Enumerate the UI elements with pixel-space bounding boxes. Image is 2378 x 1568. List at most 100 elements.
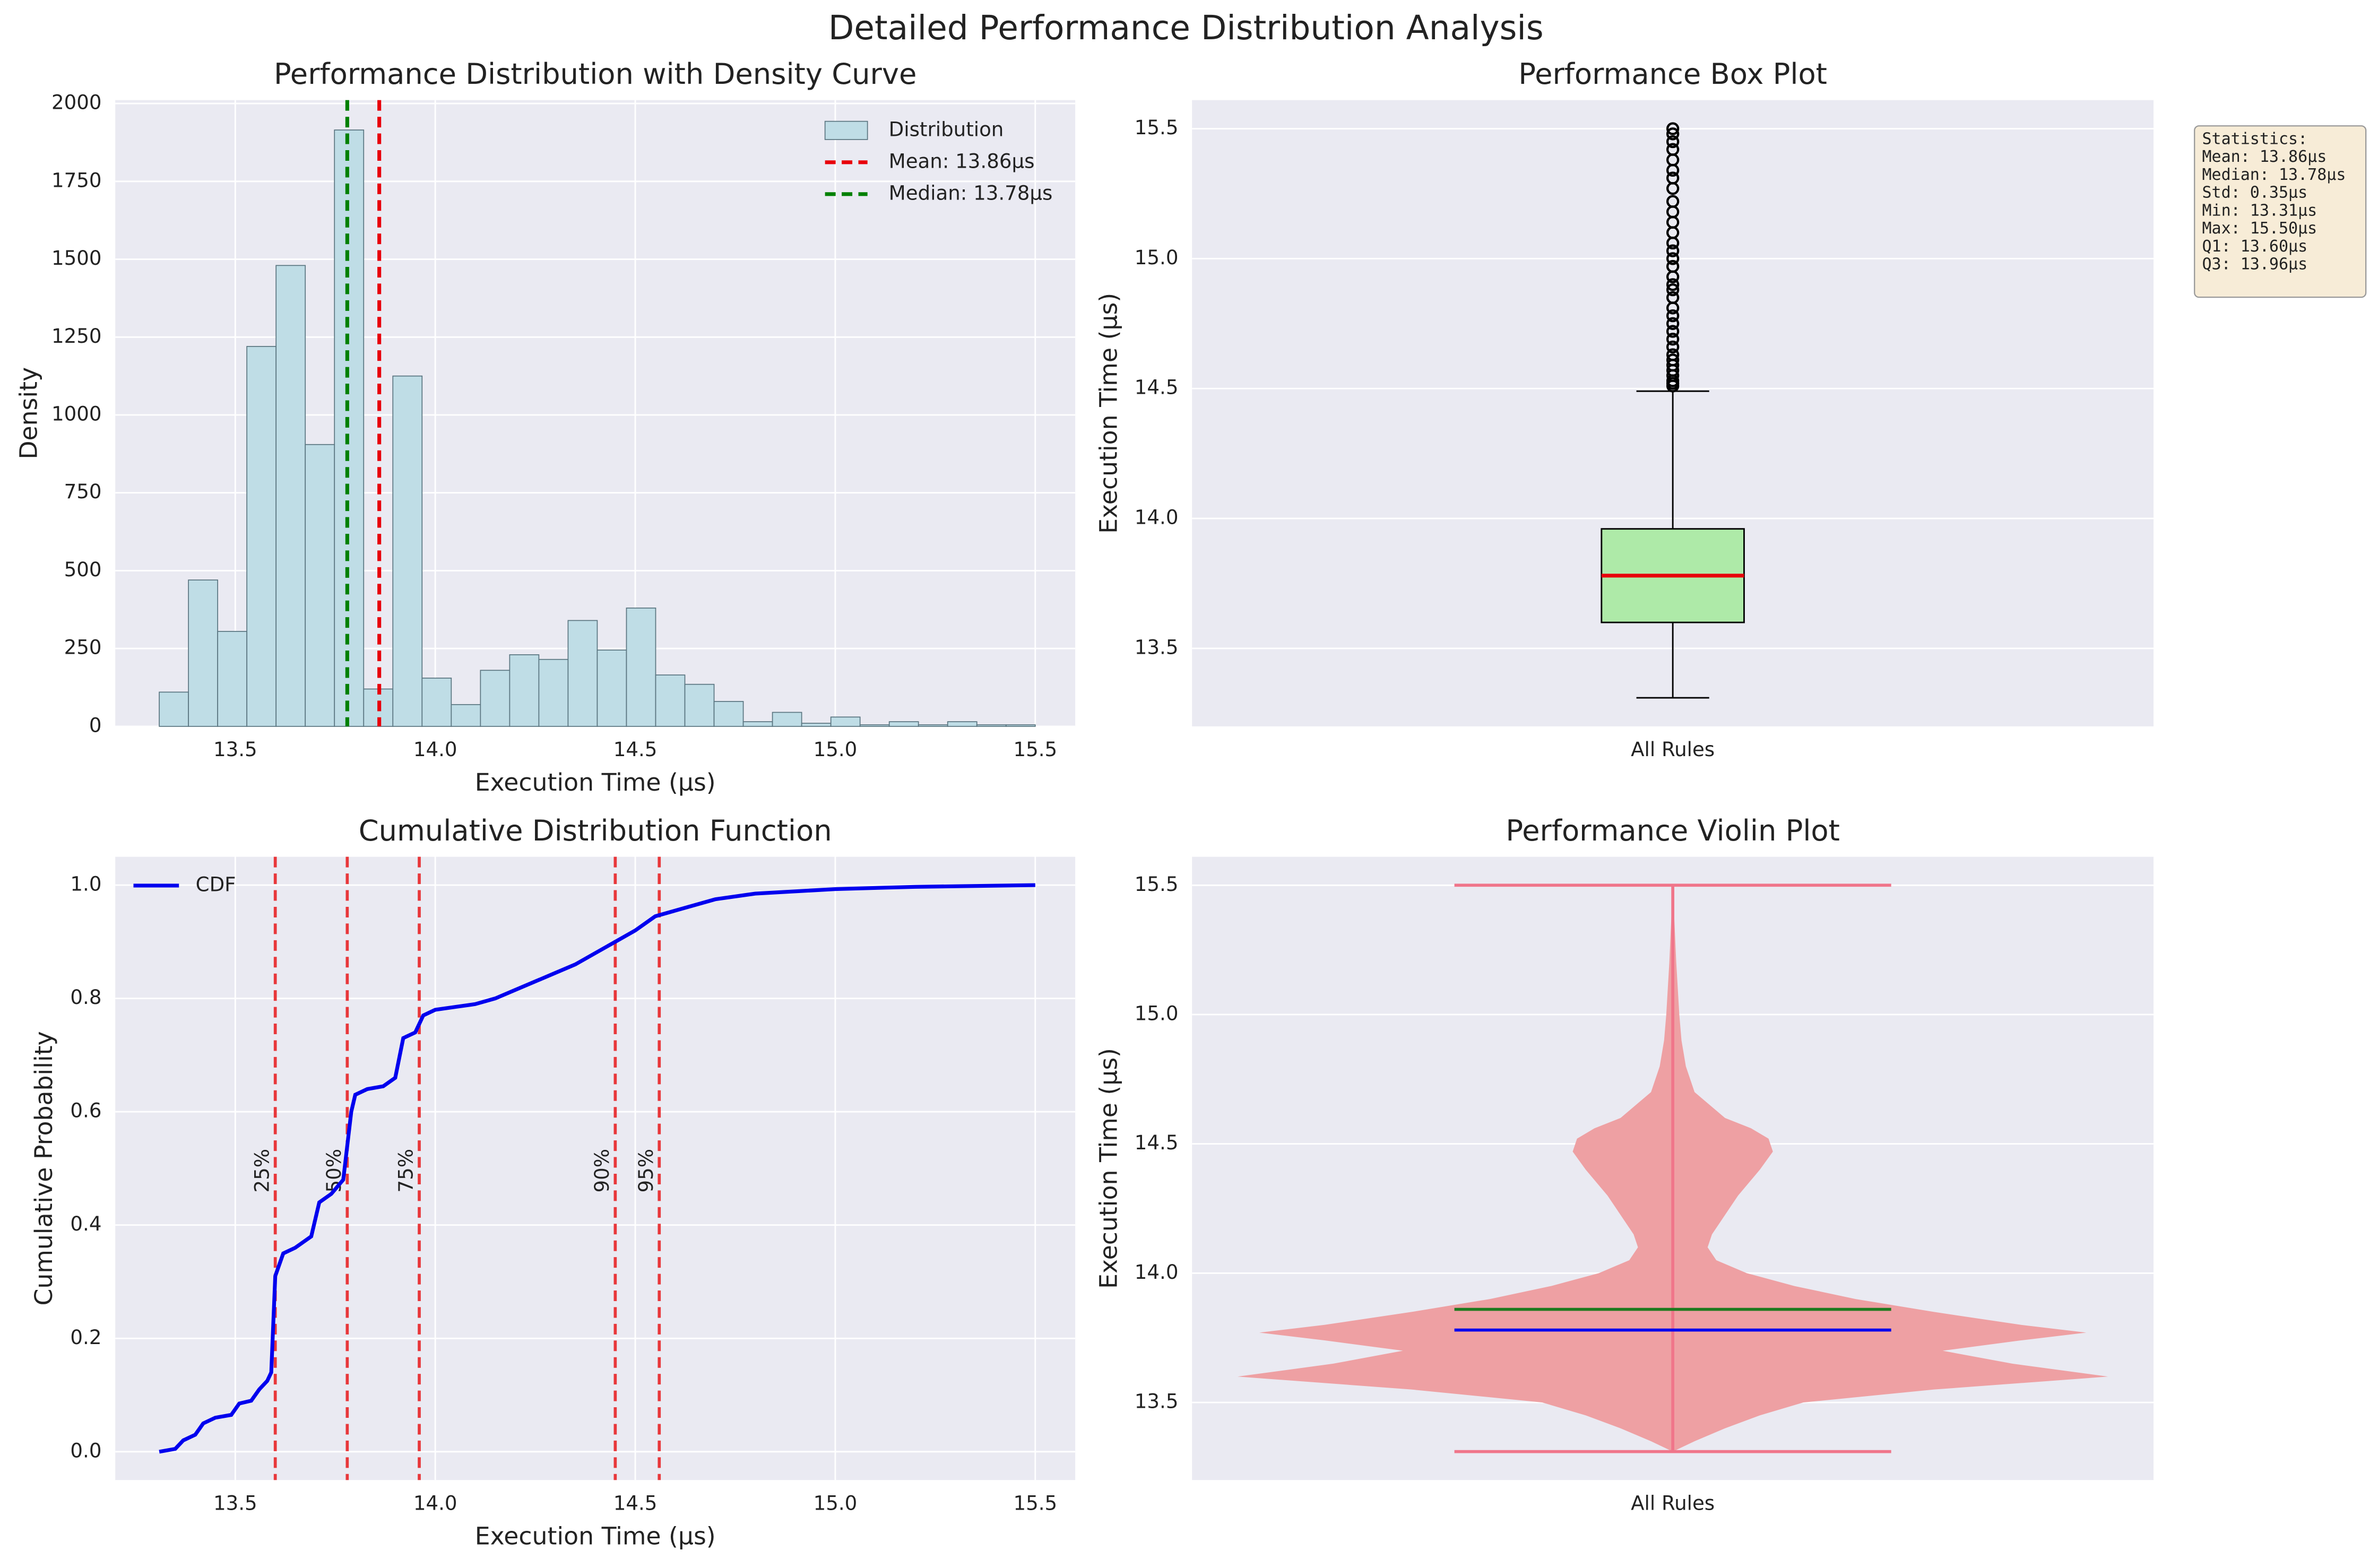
cdf-line bbox=[159, 883, 1035, 1454]
bar bbox=[859, 724, 890, 727]
y-tick-label: 1.0 bbox=[70, 873, 101, 896]
legend-label: CDF bbox=[196, 873, 236, 896]
outlier bbox=[1666, 143, 1680, 156]
percentile-label: 95% bbox=[635, 1149, 658, 1193]
y-tick-label: 14.5 bbox=[1135, 1131, 1179, 1154]
y-tick-label: 500 bbox=[64, 558, 102, 581]
y-tick-label: 0.4 bbox=[70, 1212, 101, 1235]
x-tick-label: 14.0 bbox=[413, 1492, 457, 1514]
y-axis-label: Cumulative Probability bbox=[30, 1031, 58, 1305]
x-tick-label: All Rules bbox=[1631, 1492, 1715, 1514]
bar bbox=[830, 716, 861, 727]
bar bbox=[947, 721, 978, 727]
bar bbox=[596, 649, 627, 727]
y-tick-label: 13.5 bbox=[1135, 1390, 1179, 1413]
y-tick-label: 0 bbox=[89, 714, 102, 737]
y-tick-label: 250 bbox=[64, 636, 102, 659]
bar bbox=[451, 704, 481, 727]
bar bbox=[538, 659, 569, 727]
bar bbox=[421, 678, 452, 727]
figure-title: Detailed Performance Distribution Analys… bbox=[828, 8, 1544, 47]
percentile-label: 25% bbox=[250, 1149, 273, 1193]
x-tick-label: 14.5 bbox=[613, 738, 658, 761]
y-tick-label: 14.0 bbox=[1135, 1261, 1179, 1284]
y-tick-label: 15.5 bbox=[1135, 873, 1179, 896]
bar bbox=[772, 712, 802, 727]
stats-text: Statistics: bbox=[2202, 129, 2307, 148]
stats-text: Q3: 13.96μs bbox=[2202, 255, 2307, 273]
percentile-label: 50% bbox=[323, 1149, 345, 1193]
outlier bbox=[1666, 325, 1680, 338]
y-tick-label: 0.2 bbox=[70, 1326, 101, 1349]
y-tick-label: 1750 bbox=[51, 169, 102, 192]
percentile-label: 90% bbox=[591, 1149, 613, 1193]
bar bbox=[567, 620, 598, 727]
stats-text: Median: 13.78μs bbox=[2202, 166, 2346, 184]
outlier bbox=[1666, 244, 1680, 257]
y-tick-label: 1500 bbox=[51, 247, 102, 270]
y-axis-label: Execution Time (μs) bbox=[1094, 293, 1122, 534]
y-axis-label: Execution Time (μs) bbox=[1094, 1048, 1122, 1289]
y-tick-label: 15.0 bbox=[1135, 246, 1179, 269]
x-tick-label: 15.5 bbox=[1013, 1492, 1057, 1514]
x-tick-label: 13.5 bbox=[213, 738, 257, 761]
x-axis-label: Execution Time (μs) bbox=[475, 768, 716, 796]
bar bbox=[217, 631, 248, 727]
bar bbox=[188, 579, 219, 727]
outlier bbox=[1666, 171, 1680, 185]
chart-title: Performance Box Plot bbox=[1518, 57, 1827, 91]
bar bbox=[742, 721, 773, 727]
y-axis-label: Density bbox=[15, 367, 43, 460]
bar bbox=[918, 724, 948, 727]
y-tick-label: 1000 bbox=[51, 403, 102, 426]
outlier bbox=[1666, 340, 1680, 354]
y-tick-label: 0.0 bbox=[70, 1439, 101, 1462]
outlier bbox=[1666, 127, 1680, 141]
chart-title: Performance Distribution with Density Cu… bbox=[274, 57, 916, 91]
percentile-label: 75% bbox=[395, 1149, 418, 1193]
bar bbox=[626, 608, 656, 727]
x-tick-label: 13.5 bbox=[213, 1492, 257, 1514]
bar bbox=[801, 723, 832, 727]
y-tick-label: 2000 bbox=[51, 91, 102, 114]
outlier bbox=[1666, 291, 1680, 304]
y-tick-label: 1250 bbox=[51, 325, 102, 348]
outlier bbox=[1666, 195, 1680, 208]
legend-label: Median: 13.78μs bbox=[889, 181, 1053, 204]
x-tick-label: 15.0 bbox=[814, 1492, 858, 1514]
y-tick-label: 15.0 bbox=[1135, 1002, 1179, 1025]
bar bbox=[713, 701, 744, 727]
stats-text: Q1: 13.60μs bbox=[2202, 237, 2307, 256]
outlier bbox=[1666, 317, 1680, 330]
x-tick-label: 14.0 bbox=[413, 738, 457, 761]
y-tick-label: 750 bbox=[64, 480, 102, 503]
stats-text: Max: 15.50μs bbox=[2202, 219, 2317, 238]
chart-title: Performance Violin Plot bbox=[1506, 814, 1840, 847]
bar bbox=[509, 654, 540, 727]
outlier bbox=[1666, 283, 1680, 297]
bar bbox=[684, 683, 715, 727]
legend-label: Mean: 13.86μs bbox=[889, 150, 1035, 172]
bar bbox=[480, 670, 511, 727]
outlier bbox=[1666, 309, 1680, 323]
legend-label: Distribution bbox=[889, 118, 1004, 141]
bar bbox=[159, 691, 189, 727]
outlier bbox=[1666, 259, 1680, 273]
x-tick-label: 14.5 bbox=[613, 1492, 658, 1514]
bar bbox=[976, 724, 1007, 727]
bar bbox=[246, 346, 277, 727]
outlier bbox=[1666, 278, 1680, 291]
legend-swatch bbox=[824, 120, 868, 140]
y-tick-label: 0.8 bbox=[70, 986, 101, 1009]
y-tick-label: 0.6 bbox=[70, 1099, 101, 1122]
stats-text: Std: 0.35μs bbox=[2202, 184, 2307, 202]
bar bbox=[392, 375, 423, 727]
x-tick-label: 15.0 bbox=[814, 738, 858, 761]
outlier bbox=[1666, 353, 1680, 367]
chart-title: Cumulative Distribution Function bbox=[359, 814, 832, 847]
bar bbox=[1005, 724, 1036, 727]
outlier bbox=[1666, 135, 1680, 149]
stats-box bbox=[2194, 125, 2367, 298]
bar bbox=[655, 674, 686, 727]
